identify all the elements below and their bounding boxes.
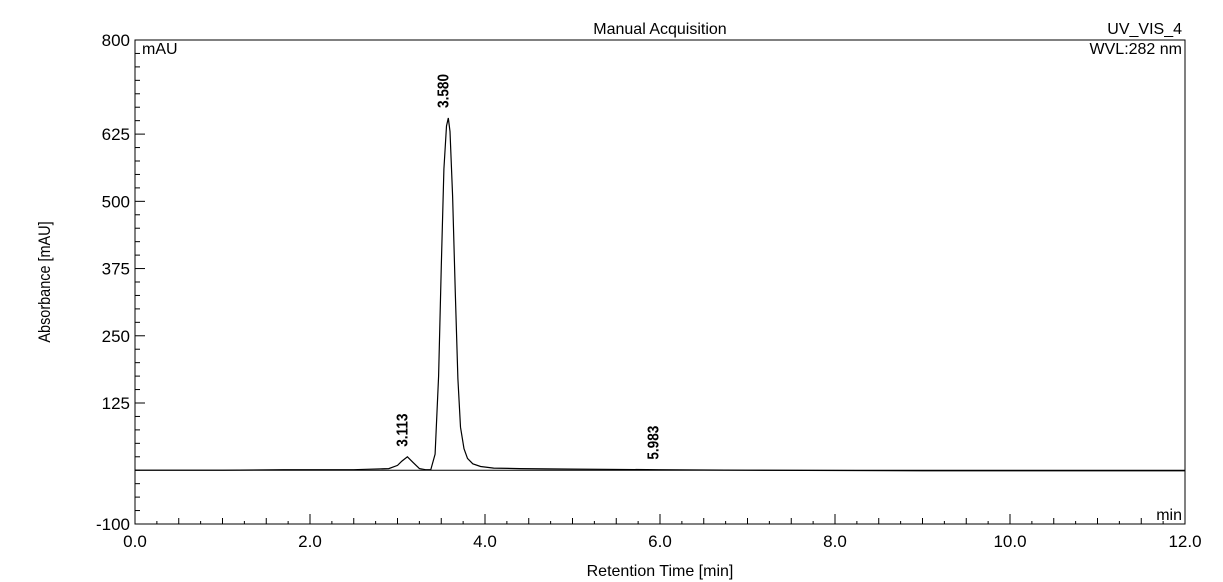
x-tick-label: 6.0 [648,532,672,551]
y-tick-label: 625 [102,125,130,144]
chromatogram-trace [135,117,1185,472]
x-tick-label: 8.0 [823,532,847,551]
peak-label: 5.983 [646,426,663,460]
peak-labels: 3.113 3.580 5.983 [394,74,662,460]
x-tick-label: 2.0 [298,532,322,551]
y-tick-label: 375 [102,260,130,279]
y-axis-title: Absorbance [mAU] [36,221,54,342]
x-axis-title: Retention Time [min] [587,563,734,580]
y-unit-label: mAU [142,41,178,58]
y-tick-labels: -100 125 250 375 500 625 800 [96,31,130,534]
x-tick-label: 0.0 [123,532,147,551]
channel-label: UV_VIS_4 [1107,21,1182,38]
chart-title: Manual Acquisition [593,21,726,38]
x-tick-label: 10.0 [993,532,1026,551]
y-tick-label: -100 [96,515,130,534]
y-tick-label: 250 [102,327,130,346]
x-tick-labels: 0.0 2.0 4.0 6.0 8.0 10.0 12.0 [123,532,1201,551]
x-unit-label: min [1156,507,1182,524]
peak-label: 3.113 [394,414,411,447]
axis-ticks [134,39,1186,525]
y-tick-label: 125 [102,394,130,413]
peak-label: 3.580 [435,74,452,108]
y-tick-label: 500 [102,192,130,211]
x-tick-label: 4.0 [473,532,497,551]
wavelength-label: WVL:282 nm [1090,41,1182,58]
y-tick-label: 800 [102,31,130,50]
x-tick-label: 12.0 [1168,532,1201,551]
